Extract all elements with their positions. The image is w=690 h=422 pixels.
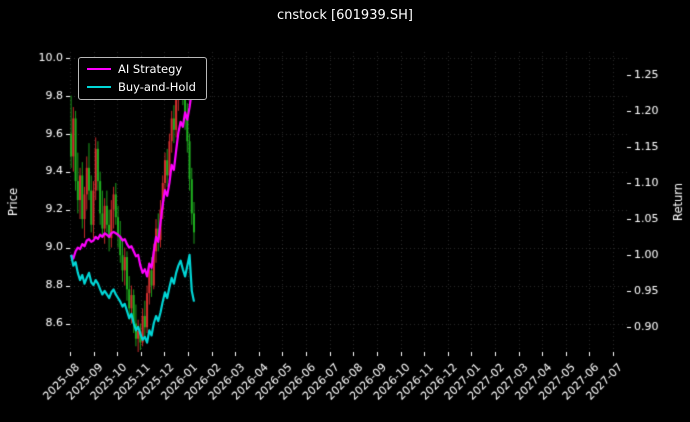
buy-and-hold-line-swatch-icon (87, 85, 111, 88)
legend-item-buy-and-hold: Buy-and-Hold (87, 79, 196, 94)
legend-item-ai-strategy: AI Strategy (87, 63, 196, 76)
legend-label-ai-strategy: AI Strategy (118, 62, 183, 76)
ai-strategy-line-swatch-icon (87, 68, 111, 71)
legend-label-buy-and-hold: Buy-and-Hold (118, 79, 196, 94)
legend: AI Strategy Buy-and-Hold (78, 57, 207, 101)
chart-title: cnstock [601939.SH] (277, 8, 413, 23)
